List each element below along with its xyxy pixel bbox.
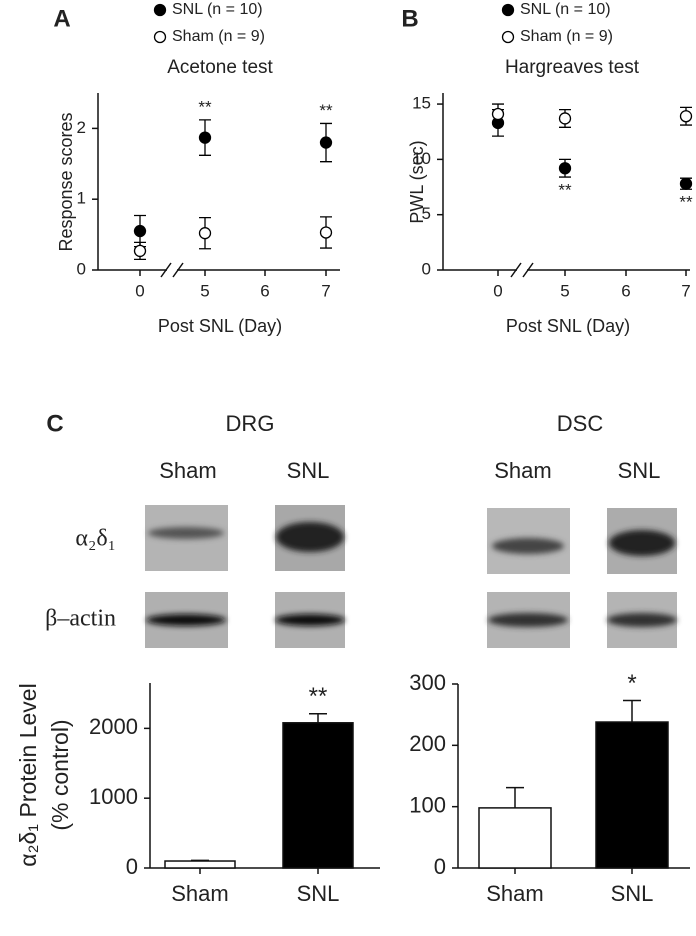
data-point	[558, 162, 572, 175]
chart-title: Acetone test	[167, 57, 273, 78]
legend-marker	[153, 3, 167, 17]
data-point	[558, 112, 572, 125]
x-tick-label: 7	[321, 281, 330, 300]
axis-break	[510, 262, 534, 278]
x-tick-label: 5	[560, 281, 569, 300]
data-point	[198, 131, 212, 144]
panel-letter: C	[46, 410, 63, 437]
panel-letter: A	[53, 5, 70, 32]
chart-title: Hargreaves test	[505, 57, 640, 78]
band	[607, 613, 677, 627]
y-tick-label: 200	[409, 731, 446, 756]
group-title: DSC	[557, 411, 604, 436]
group-title: DRG	[226, 411, 275, 436]
y-tick-label: 0	[126, 854, 138, 879]
bar	[595, 721, 669, 869]
row-label: β–actin	[45, 606, 116, 632]
x-tick-label: Sham	[171, 881, 228, 906]
panel-letter: B	[401, 5, 418, 32]
significance: **	[198, 97, 212, 116]
y-tick-label: 1	[77, 189, 86, 208]
x-tick-label: 7	[681, 281, 690, 300]
lane-label: SNL	[618, 458, 661, 483]
row-label: α₂δ₁	[75, 526, 116, 552]
x-axis-label: Post SNL (Day)	[158, 316, 282, 336]
band	[146, 614, 226, 626]
bar	[478, 807, 552, 869]
data-point	[679, 177, 693, 190]
error-bar	[309, 712, 327, 723]
x-tick-label: 0	[135, 281, 144, 300]
y-tick-label: 100	[409, 792, 446, 817]
x-tick-label: Sham	[486, 881, 543, 906]
blots	[145, 505, 677, 648]
y-tick-label: 0	[422, 259, 431, 278]
band	[609, 530, 675, 556]
significance: **	[679, 193, 693, 212]
data-point	[198, 227, 212, 240]
error-bar	[623, 699, 641, 723]
lane-label: Sham	[494, 458, 551, 483]
significance: **	[558, 181, 572, 200]
x-tick-label: 6	[621, 281, 630, 300]
x-tick-label: 5	[200, 281, 209, 300]
bar	[164, 860, 236, 869]
band	[492, 538, 564, 554]
y-tick-label: 0	[434, 854, 446, 879]
error-bar	[506, 786, 524, 808]
y-tick-label: 0	[77, 259, 86, 278]
significance: **	[319, 101, 333, 120]
legend-marker	[501, 30, 515, 44]
lane-label: SNL	[287, 458, 330, 483]
band	[488, 613, 568, 627]
x-axis-label: Post SNL (Day)	[506, 316, 630, 336]
axis-break	[160, 262, 184, 278]
x-tick-label: 6	[260, 281, 269, 300]
data-point	[679, 110, 693, 123]
lane-label: Sham	[159, 458, 216, 483]
data-point	[319, 136, 333, 149]
x-tick-label: 0	[493, 281, 502, 300]
y-tick-label: 15	[412, 94, 431, 113]
legend-label: SNL (n = 10)	[520, 1, 611, 18]
band	[276, 522, 344, 552]
legend-label: SNL (n = 10)	[172, 1, 263, 18]
legend-marker	[501, 3, 515, 17]
band	[275, 614, 345, 626]
y-tick-label: 300	[409, 670, 446, 695]
data-point	[319, 226, 333, 239]
y-tick-label: 10	[412, 149, 431, 168]
y-tick-label: 5	[422, 204, 431, 223]
x-tick-label: SNL	[297, 881, 340, 906]
data-point	[133, 224, 147, 238]
x-tick-label: SNL	[611, 881, 654, 906]
significance: **	[309, 683, 328, 710]
legend-marker	[153, 30, 167, 44]
data-point	[491, 107, 505, 121]
data-point	[133, 244, 147, 258]
y-axis-label: α₂δ₁ Protein Level	[15, 683, 41, 866]
y-axis-label: Response scores	[56, 112, 76, 251]
y-tick-label: 2	[77, 118, 86, 137]
significance: *	[627, 670, 636, 697]
bar	[282, 722, 354, 869]
y-tick-label: 1000	[89, 784, 138, 809]
y-tick-label: 2000	[89, 714, 138, 739]
legend-label: Sham (n = 9)	[520, 28, 613, 45]
legend-label: Sham (n = 9)	[172, 28, 265, 45]
band	[148, 527, 224, 539]
y-axis-label: (% control)	[47, 719, 73, 830]
y-axis-label: PWL (sec)	[407, 140, 427, 223]
